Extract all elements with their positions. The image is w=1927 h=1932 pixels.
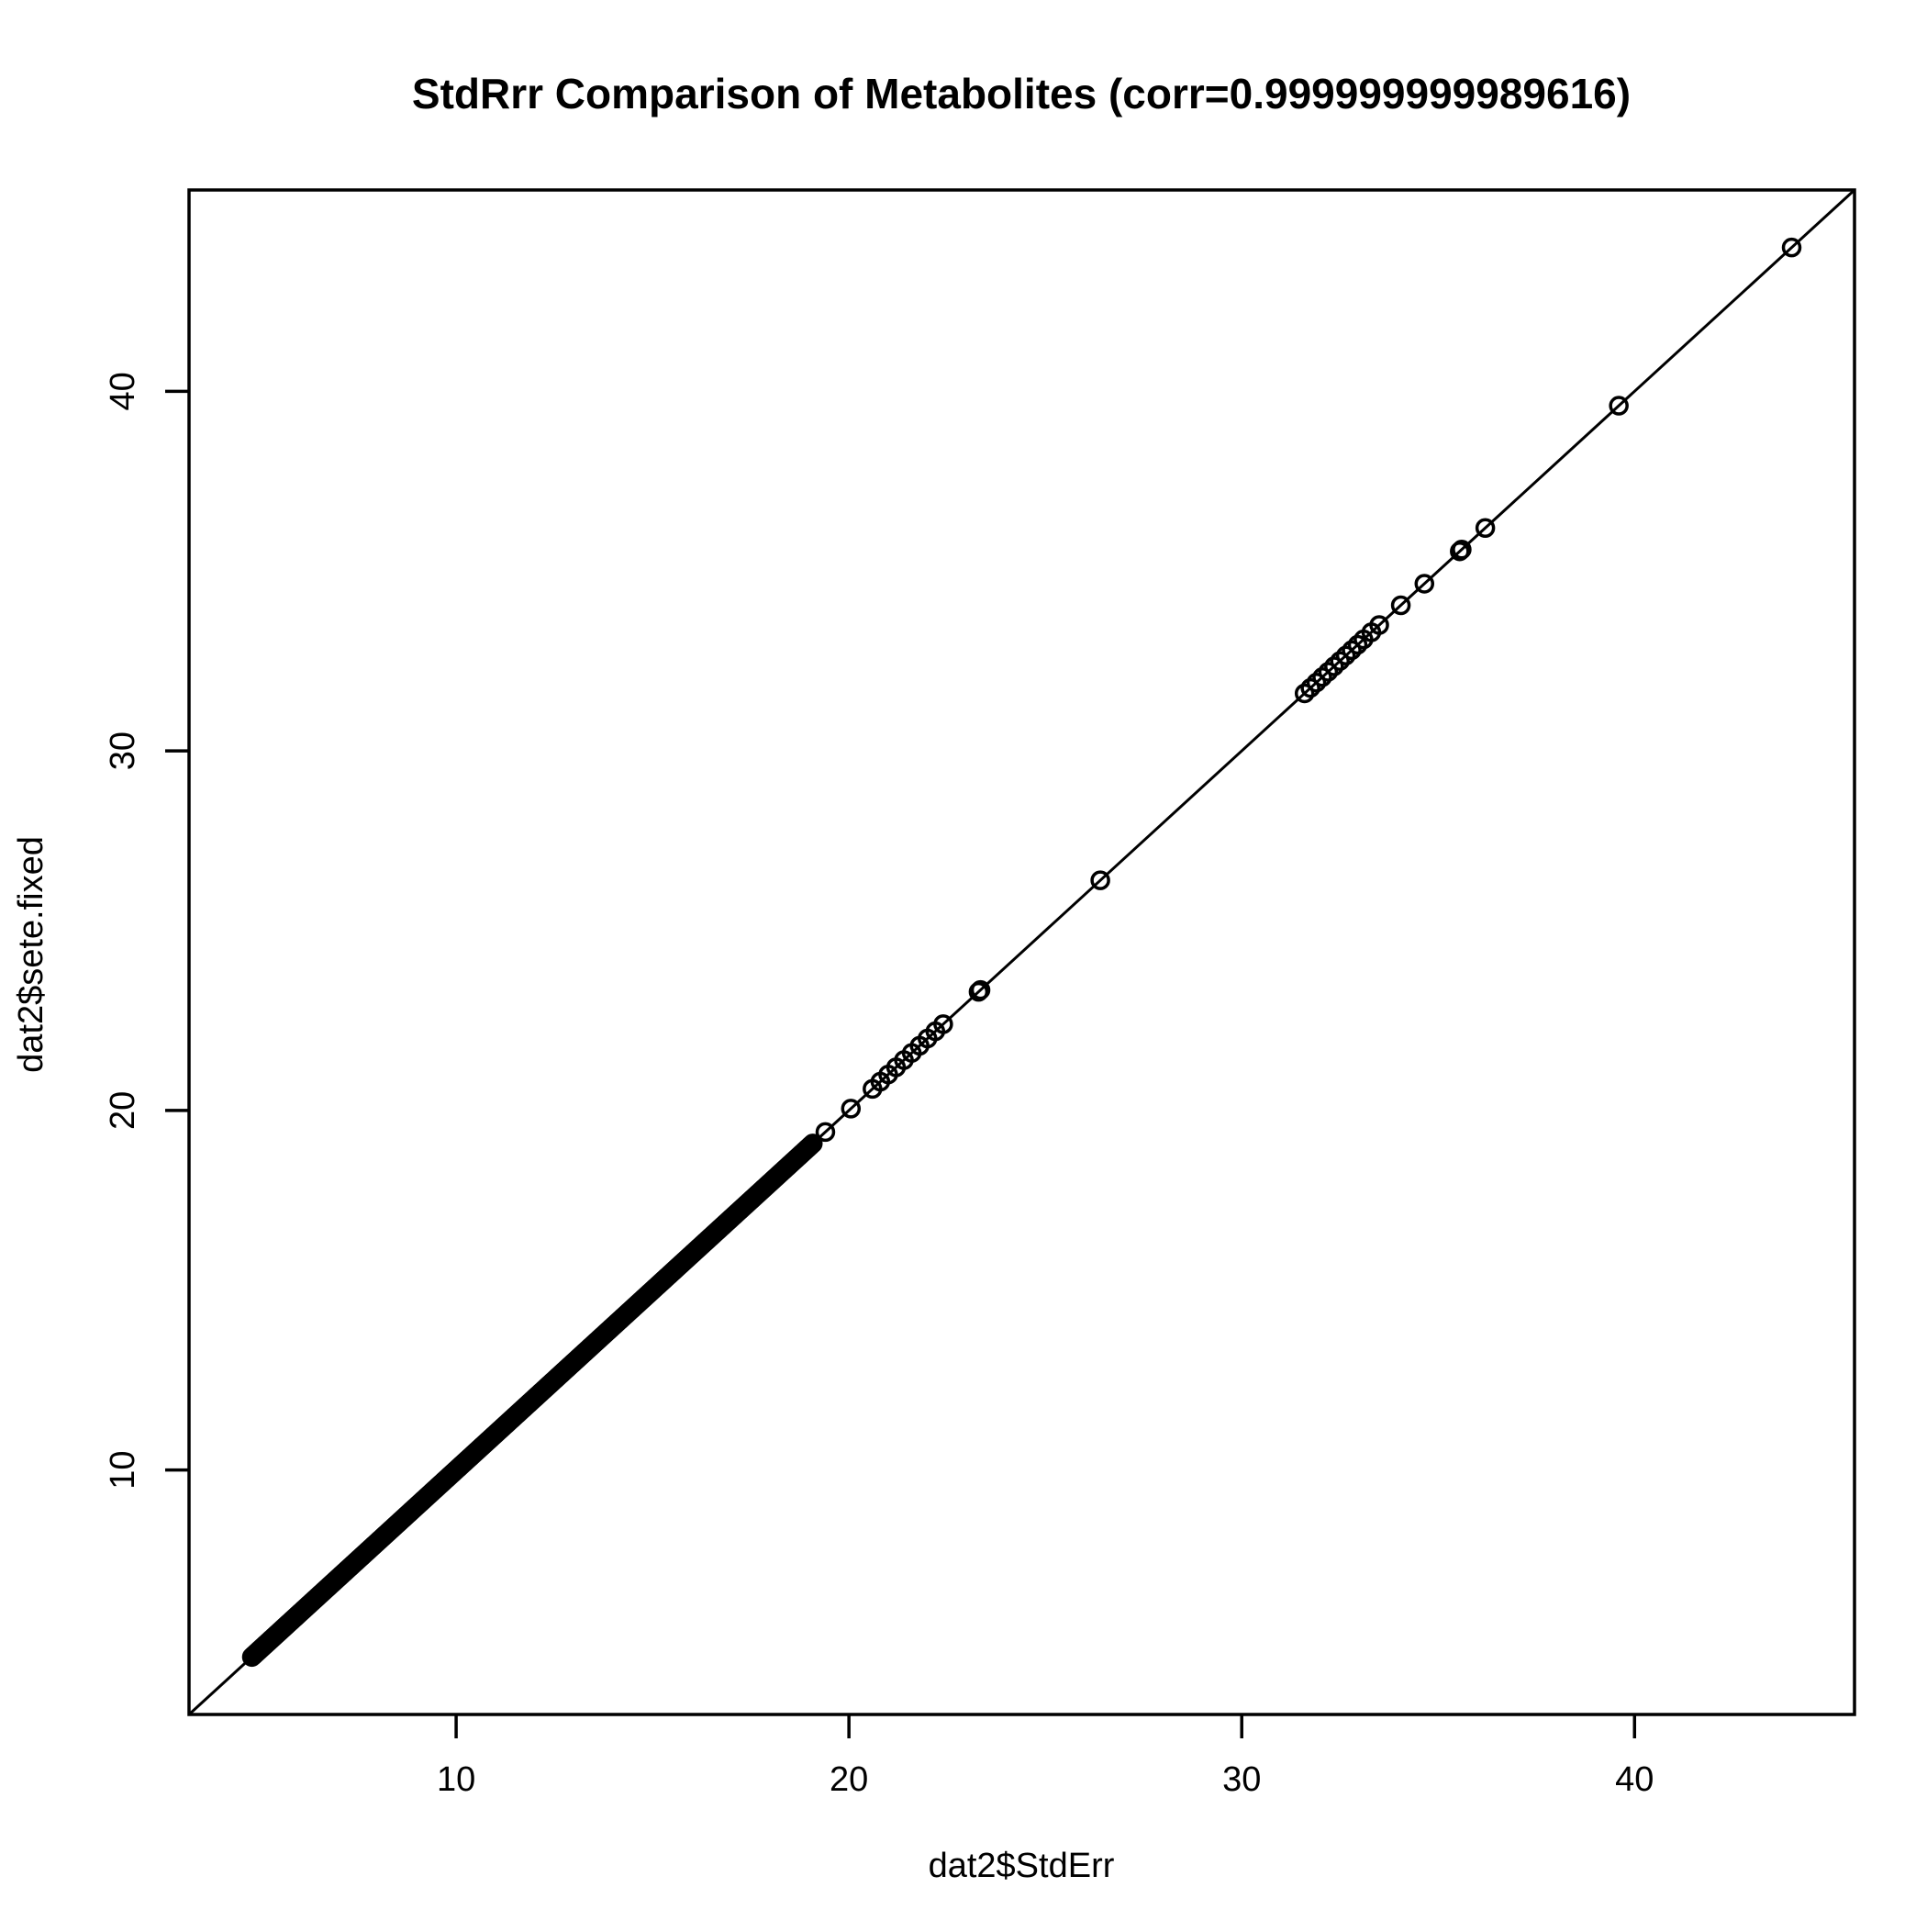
x-tick-label: 40 <box>1615 1760 1654 1799</box>
data-point <box>1452 540 1472 560</box>
data-point <box>1475 518 1496 538</box>
y-axis: 10 20 30 40 <box>104 372 189 1490</box>
y-tick-label: 30 <box>104 731 142 770</box>
data-point <box>1414 574 1435 594</box>
y-tick-label: 20 <box>104 1091 142 1130</box>
x-tick-label: 30 <box>1222 1760 1261 1799</box>
data-point <box>1342 640 1362 661</box>
data-point <box>1318 662 1339 682</box>
chart-title: StdRrr Comparison of Metabolites (corr=0… <box>412 70 1631 117</box>
data-point <box>1335 645 1356 666</box>
x-axis: 10 20 30 40 <box>437 1714 1654 1799</box>
data-point <box>1781 237 1802 258</box>
data-point <box>1324 656 1344 676</box>
data-point <box>1347 634 1368 655</box>
data-point <box>1090 870 1110 890</box>
data-point <box>1312 667 1332 687</box>
data-point <box>1306 672 1327 693</box>
data-point <box>1300 677 1320 698</box>
data-point <box>815 1122 836 1143</box>
data-point <box>1609 396 1629 416</box>
plot-area-border <box>187 188 1856 1716</box>
data-point <box>1294 683 1315 704</box>
y-axis-title: dat2$sete.fixed <box>12 836 50 1073</box>
data-point <box>1330 651 1350 671</box>
data-point <box>933 1014 953 1034</box>
identity-reference-line <box>187 188 1856 1716</box>
data-point <box>970 979 991 1000</box>
x-axis-title: dat2$StdErr <box>929 1847 1115 1885</box>
data-point <box>803 1134 823 1154</box>
x-tick-label: 10 <box>437 1760 475 1799</box>
y-tick-label: 10 <box>104 1450 142 1489</box>
data-point <box>1390 595 1411 616</box>
x-tick-label: 20 <box>830 1760 868 1799</box>
data-point <box>841 1099 862 1119</box>
data-points <box>241 237 1802 1668</box>
data-point <box>1369 615 1389 635</box>
y-tick-label: 40 <box>104 372 142 410</box>
